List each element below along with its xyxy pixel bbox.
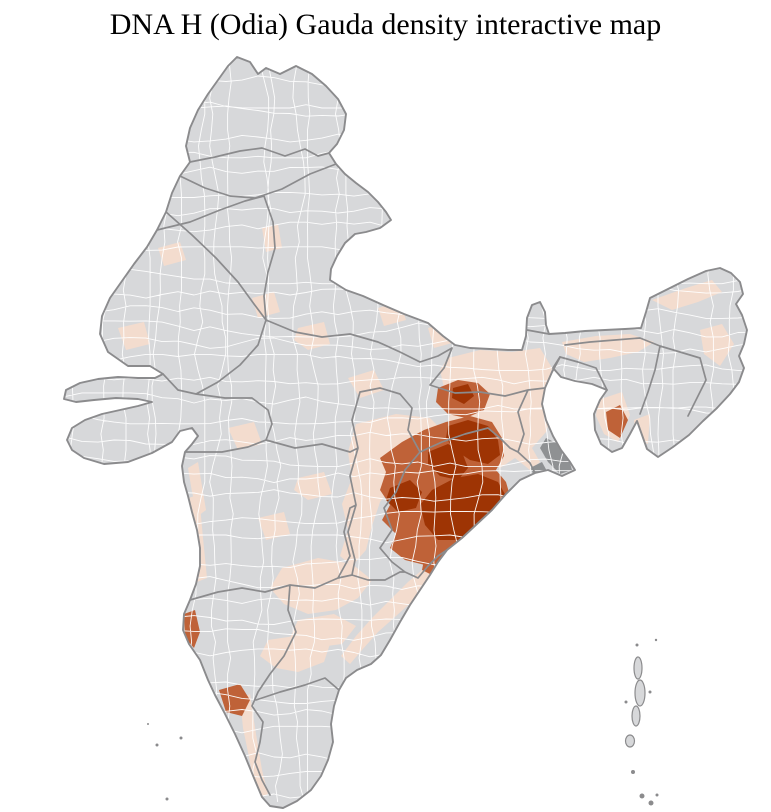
district-cluster-low[interactable]: [340, 414, 442, 566]
state-border-lines: [156, 147, 707, 796]
district-cluster-medium[interactable]: [184, 610, 200, 648]
district-cluster-low[interactable]: [258, 512, 290, 540]
district-cluster-low[interactable]: [228, 422, 262, 450]
andaman-island[interactable]: [634, 679, 646, 707]
andaman-islet: [631, 770, 635, 774]
andaman-nicobar-islands: [624, 638, 659, 806]
district-cluster-high[interactable]: [420, 474, 506, 540]
district-cluster-high[interactable]: [452, 384, 474, 404]
district-cluster-low[interactable]: [240, 694, 268, 799]
district-cluster-low[interactable]: [118, 322, 150, 350]
district-cluster-low[interactable]: [652, 280, 722, 310]
lakshadweep-islet: [165, 797, 169, 801]
district-cluster-low[interactable]: [348, 370, 384, 398]
andaman-islet: [635, 643, 639, 647]
district-cluster-high[interactable]: [386, 480, 422, 512]
lakshadweep-islands: [147, 723, 183, 801]
map-title: DNA H (Odia) Gauda density interactive m…: [109, 8, 662, 41]
district-cluster-low[interactable]: [262, 224, 282, 252]
andaman-islet: [648, 690, 652, 694]
andaman-island[interactable]: [624, 734, 636, 748]
andaman-island[interactable]: [631, 705, 641, 727]
andaman-islet: [654, 638, 658, 642]
andaman-island[interactable]: [633, 656, 643, 680]
lakshadweep-islet: [155, 743, 159, 747]
district-cluster-medium[interactable]: [219, 684, 250, 716]
andaman-islet: [655, 793, 659, 797]
andaman-islet: [624, 700, 628, 704]
lakshadweep-islet: [179, 736, 183, 740]
district-cluster-high[interactable]: [428, 444, 468, 480]
district-cluster-low[interactable]: [700, 324, 734, 366]
andaman-islet: [639, 793, 645, 799]
state-borders: [156, 147, 707, 796]
lakshadweep-islet: [147, 723, 149, 725]
district-cluster-masked[interactable]: [540, 438, 572, 474]
andaman-islet: [648, 800, 654, 806]
district-cluster-low[interactable]: [562, 334, 654, 362]
coastline: [63, 56, 748, 809]
district-cluster-low[interactable]: [188, 462, 206, 516]
